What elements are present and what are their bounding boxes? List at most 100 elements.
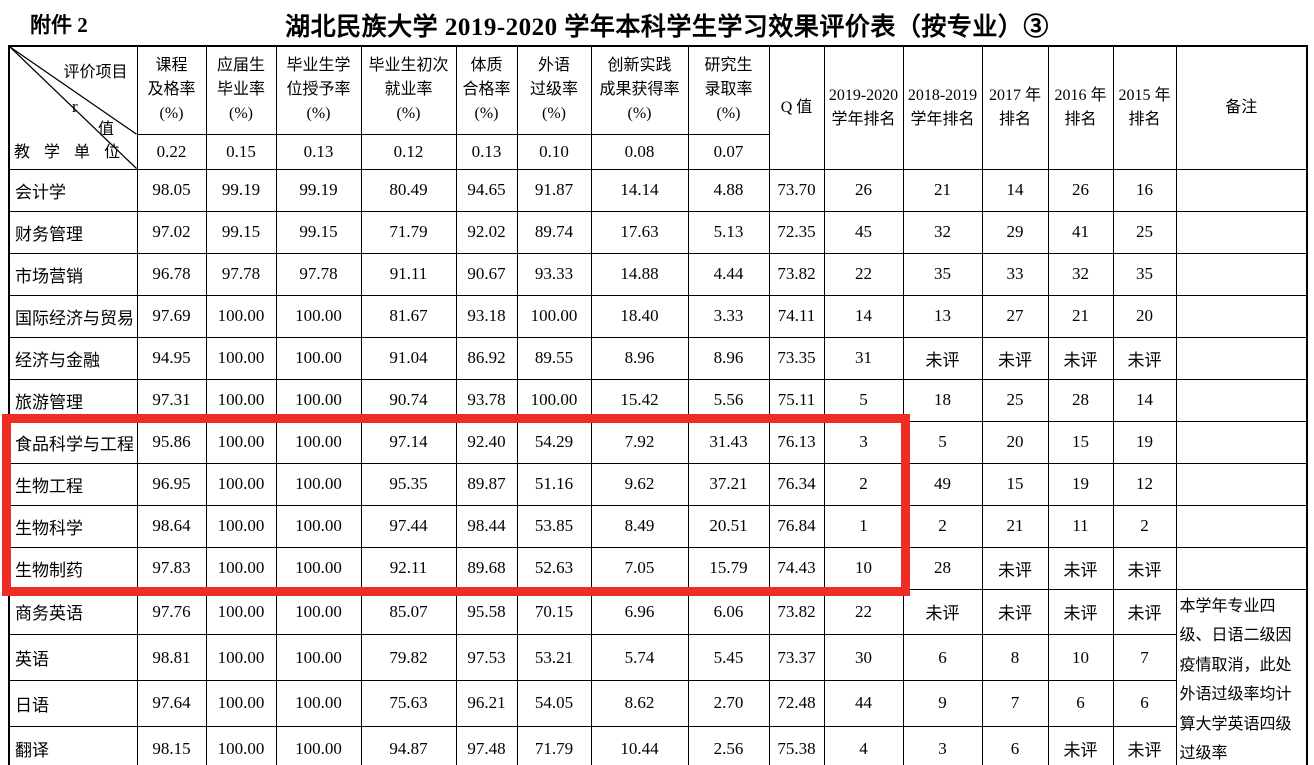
major-name-cell: 翻译 <box>8 725 138 765</box>
value-cell: 6 <box>981 725 1049 765</box>
value-cell: 96.95 <box>136 462 207 506</box>
weight-foreign-lang: 0.10 <box>516 133 592 170</box>
value-cell: 94.95 <box>136 336 207 380</box>
value-cell: 6.06 <box>687 588 770 636</box>
value-cell: 7 <box>981 680 1049 727</box>
value-cell: 89.87 <box>455 462 518 506</box>
value-cell: 81.67 <box>360 294 457 338</box>
value-cell: 8 <box>981 634 1049 682</box>
value-cell: 90.74 <box>360 378 457 422</box>
major-name-cell: 食品科学与工程 <box>8 420 138 464</box>
value-cell: 28 <box>1047 378 1114 422</box>
corner-diagonal-lines <box>10 47 136 168</box>
value-cell: 6.96 <box>590 588 689 636</box>
value-cell: 7.92 <box>590 420 689 464</box>
table-row: 食品科学与工程 95.86 100.00 100.00 97.14 92.40 54.29 7… <box>8 420 1308 464</box>
value-cell: 54.05 <box>516 680 592 727</box>
value-cell: 70.15 <box>516 588 592 636</box>
value-cell: 31 <box>823 336 904 380</box>
value-cell: 21 <box>981 504 1049 548</box>
value-cell: 94.87 <box>360 725 457 765</box>
value-cell: 5.56 <box>687 378 770 422</box>
value-cell: 89.74 <box>516 210 592 254</box>
value-cell: 45 <box>823 210 904 254</box>
corner-label-value: 值 <box>98 121 115 138</box>
value-cell: 100.00 <box>275 634 362 682</box>
value-cell: 3 <box>823 420 904 464</box>
not-evaluated-cell: 未评 <box>1047 546 1114 590</box>
value-cell: 92.11 <box>360 546 457 590</box>
value-cell: 7 <box>1112 634 1177 682</box>
weight-fitness: 0.13 <box>455 133 518 170</box>
value-cell: 100.00 <box>516 294 592 338</box>
col-header-course-pass-rate: 课程 及格率 (%) <box>136 45 207 135</box>
value-cell: 100.00 <box>205 462 277 506</box>
value-cell: 5.13 <box>687 210 770 254</box>
value-cell: 25 <box>981 378 1049 422</box>
value-cell: 75.11 <box>768 378 825 422</box>
major-name-cell: 旅游管理 <box>8 378 138 422</box>
value-cell: 31.43 <box>687 420 770 464</box>
table-row: 商务英语 97.76 100.00 100.00 85.07 95.58 70.15 6.96… <box>8 588 1308 765</box>
document-header: 附件 2 湖北民族大学 2019-2020 学年本科学生学习效果评价表（按专业）… <box>0 4 1314 44</box>
value-cell: 73.35 <box>768 336 825 380</box>
col-header-remark: 备注 <box>1175 45 1308 170</box>
value-cell: 2.70 <box>687 680 770 727</box>
value-cell: 6 <box>1112 680 1177 727</box>
value-cell: 72.35 <box>768 210 825 254</box>
value-cell: 15.79 <box>687 546 770 590</box>
col-header-rank-2019-2020: 2019-2020 学年排名 <box>823 45 904 170</box>
remark-empty-cell <box>1175 168 1308 212</box>
value-cell: 100.00 <box>275 504 362 548</box>
not-evaluated-cell: 未评 <box>1112 546 1177 590</box>
value-cell: 100.00 <box>275 336 362 380</box>
corner-label-r: r <box>72 97 78 116</box>
value-cell: 73.82 <box>768 588 825 636</box>
value-cell: 16 <box>1112 168 1177 212</box>
not-evaluated-cell: 未评 <box>1112 588 1177 636</box>
table-row: 财务管理 97.02 99.15 99.15 71.79 92.02 89.74 17.63 5… <box>8 210 1308 254</box>
value-cell: 71.79 <box>516 725 592 765</box>
weight-degree-award: 0.13 <box>275 133 362 170</box>
value-cell: 94.65 <box>455 168 518 212</box>
value-cell: 14.88 <box>590 252 689 296</box>
evaluation-table: 评价项目 r 值 教 学 单 位 课程 及格率 (%) 应届生 毕业率 (%) … <box>8 45 1308 765</box>
value-cell: 54.29 <box>516 420 592 464</box>
value-cell: 99.15 <box>275 210 362 254</box>
value-cell: 73.37 <box>768 634 825 682</box>
value-cell: 26 <box>823 168 904 212</box>
not-evaluated-cell: 未评 <box>902 588 983 636</box>
table-row: 经济与金融 94.95 100.00 100.00 91.04 86.92 89.55 8.9… <box>8 336 1308 380</box>
value-cell: 8.96 <box>590 336 689 380</box>
value-cell: 73.70 <box>768 168 825 212</box>
remark-empty-cell <box>1175 420 1308 464</box>
value-cell: 33 <box>981 252 1049 296</box>
col-header-rank-2016: 2016 年 排名 <box>1047 45 1114 170</box>
value-cell: 72.48 <box>768 680 825 727</box>
table-row: 市场营销 96.78 97.78 97.78 91.11 90.67 93.33 14.88 4… <box>8 252 1308 296</box>
value-cell: 100.00 <box>275 462 362 506</box>
remark-empty-cell <box>1175 252 1308 296</box>
value-cell: 93.18 <box>455 294 518 338</box>
value-cell: 14 <box>823 294 904 338</box>
value-cell: 76.84 <box>768 504 825 548</box>
value-cell: 85.07 <box>360 588 457 636</box>
value-cell: 44 <box>823 680 904 727</box>
col-header-fitness-pass-rate: 体质 合格率 (%) <box>455 45 518 135</box>
value-cell: 74.11 <box>768 294 825 338</box>
value-cell: 76.34 <box>768 462 825 506</box>
value-cell: 27 <box>981 294 1049 338</box>
value-cell: 20 <box>1112 294 1177 338</box>
not-evaluated-cell: 未评 <box>981 546 1049 590</box>
value-cell: 8.62 <box>590 680 689 727</box>
value-cell: 19 <box>1047 462 1114 506</box>
value-cell: 97.31 <box>136 378 207 422</box>
not-evaluated-cell: 未评 <box>981 336 1049 380</box>
value-cell: 18.40 <box>590 294 689 338</box>
table-row: 旅游管理 97.31 100.00 100.00 90.74 93.78 100.00 15.… <box>8 378 1308 422</box>
not-evaluated-cell: 未评 <box>1047 725 1114 765</box>
value-cell: 4.88 <box>687 168 770 212</box>
value-cell: 98.05 <box>136 168 207 212</box>
value-cell: 2.56 <box>687 725 770 765</box>
table-row: 生物工程 96.95 100.00 100.00 95.35 89.87 51.16 9.62… <box>8 462 1308 506</box>
